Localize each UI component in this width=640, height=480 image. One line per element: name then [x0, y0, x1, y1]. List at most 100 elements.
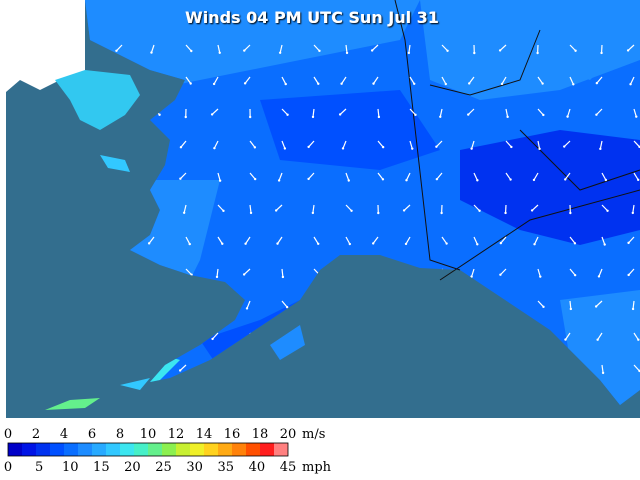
ms-label: 14	[196, 427, 213, 442]
mph-label: 25	[155, 460, 172, 475]
wind-arrow	[341, 76, 347, 85]
color-swatch	[78, 443, 92, 456]
wind-arrow	[441, 76, 447, 85]
wind-arrow-head	[631, 211, 635, 215]
wind-arrow	[569, 76, 574, 85]
chukotka-land	[55, 70, 140, 130]
wind-arrow-head	[627, 241, 630, 245]
wind-arrow	[180, 140, 187, 148]
wind-arrow	[633, 108, 637, 117]
wind-arrow-head	[242, 273, 246, 276]
wind-arrow	[313, 44, 320, 52]
wind-arrow	[601, 236, 606, 245]
wind-arrow-head	[407, 51, 411, 55]
color-swatch	[92, 443, 106, 456]
mph-label: 5	[35, 460, 43, 475]
wind-arrow-head	[381, 145, 385, 149]
wind-arrow	[213, 140, 219, 149]
ms-label: 4	[60, 427, 68, 442]
wind-arrow-head	[574, 49, 577, 52]
wind-arrow-head	[476, 179, 479, 182]
wind-arrow	[281, 76, 287, 85]
wind-arrow	[372, 236, 379, 244]
wind-arrow-head	[381, 178, 385, 181]
wind-arrow-head	[631, 307, 635, 311]
ms-label: 20	[280, 427, 297, 442]
wind-arrow-head	[158, 113, 161, 116]
wind-arrow	[281, 268, 284, 278]
wind-arrow-head	[244, 242, 247, 245]
wind-arrow-head	[504, 211, 507, 215]
wind-arrow-head	[350, 209, 353, 212]
wind-arrow-head	[413, 82, 416, 85]
wind-arrow	[313, 76, 319, 85]
wind-arrow-head	[573, 273, 577, 277]
wind-arrow-head	[635, 115, 638, 118]
ms-label: 0	[4, 427, 12, 442]
wind-arrow	[436, 172, 443, 180]
wind-arrow-head	[601, 371, 605, 375]
wind-arrow	[185, 44, 192, 52]
wind-arrow-head	[470, 275, 473, 278]
wind-arrow	[277, 236, 283, 244]
wind-arrow	[308, 172, 315, 180]
wind-arrow-head	[597, 275, 601, 278]
wind-arrow	[150, 44, 155, 53]
wind-arrow-head	[467, 82, 471, 85]
wind-arrow-head	[405, 178, 408, 182]
wind-arrow-head	[564, 338, 567, 341]
wind-arrow	[312, 108, 315, 118]
wind-arrow-head	[221, 242, 224, 245]
wind-arrow	[371, 44, 379, 51]
wind-arrow-head	[210, 113, 214, 116]
wind-arrow	[373, 76, 379, 84]
wind-arrow-head	[498, 49, 502, 52]
wind-arrow	[243, 268, 251, 275]
wind-arrow-head	[345, 51, 349, 55]
color-swatch	[50, 443, 64, 456]
wind-arrow-head	[338, 113, 342, 116]
wind-arrow-head	[500, 82, 504, 86]
wind-arrow	[409, 108, 416, 116]
wind-arrow-head	[189, 82, 192, 85]
wind-arrow	[435, 140, 443, 148]
wind-arrow	[473, 236, 478, 245]
ms-unit: m/s	[302, 427, 325, 442]
wind-arrow-head	[478, 209, 481, 212]
color-swatch	[260, 443, 274, 456]
wind-arrow	[409, 140, 413, 149]
color-swatch	[134, 443, 148, 456]
mph-label: 40	[249, 460, 266, 475]
wind-arrow	[505, 108, 509, 117]
wind-arrow	[473, 172, 478, 181]
wind-arrow-head	[444, 82, 448, 86]
wind-arrow	[281, 108, 288, 116]
wind-arrow-head	[311, 211, 315, 215]
wind-arrow-head	[533, 243, 536, 246]
wind-arrow-head	[182, 211, 186, 214]
wind-arrow-head	[566, 115, 569, 118]
mph-label: 35	[218, 460, 235, 475]
wind-arrow-head	[341, 147, 345, 150]
wind-arrow	[534, 236, 539, 245]
legend: 0 2 4 6 8 10 12 14 16 18 20 m/s 0 5 10 15 20 25 30 35 40 45 mp…	[4, 427, 332, 475]
wind-arrow-head	[506, 115, 509, 119]
wind-arrow-head	[509, 178, 512, 181]
wind-arrow	[185, 76, 192, 84]
wind-arrow	[217, 44, 221, 53]
wind-arrow-head	[604, 178, 608, 182]
wind-arrow-head	[253, 146, 257, 149]
wind-arrow-head	[595, 81, 599, 85]
mph-label: 15	[93, 460, 110, 475]
wind-arrow	[275, 204, 283, 211]
wind-arrow-head	[542, 113, 545, 117]
wind-arrow	[598, 268, 603, 277]
colorbar-frame	[7, 442, 289, 457]
mph-label: 30	[186, 460, 203, 475]
wind-arrow	[533, 172, 539, 181]
wind-arrow-head	[284, 82, 287, 86]
wind-arrow	[249, 140, 256, 148]
wind-arrow-head	[277, 179, 281, 182]
wind-arrow-head	[402, 209, 406, 212]
wind-arrow	[185, 268, 192, 276]
